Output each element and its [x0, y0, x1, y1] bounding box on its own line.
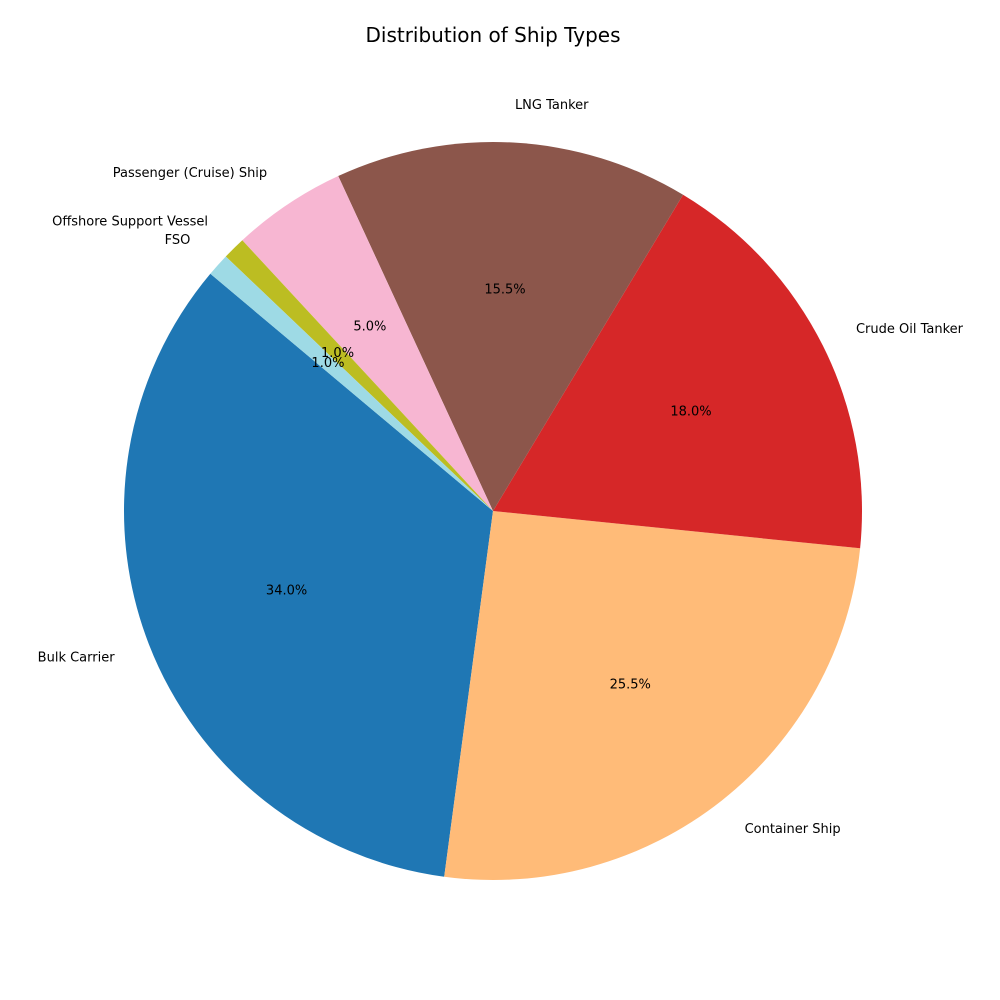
slice-label-passenger-cruise-ship: Passenger (Cruise) Ship: [113, 166, 267, 181]
pie-slice-container-ship: [444, 511, 861, 881]
pie-slice-crude-oil-tanker: [493, 194, 862, 549]
pie-labels: Bulk Carrier 34.0% Container Ship 25.5% Crud…: [38, 98, 964, 837]
slice-pct-offshore-support-vessel: 1.0%: [321, 346, 354, 361]
slice-label-container-ship: Container Ship: [745, 822, 841, 837]
slice-pct-container-ship: 25.5%: [610, 677, 651, 692]
slice-pct-fso: 1.0%: [311, 356, 344, 371]
slice-pct-bulk-carrier: 34.0%: [266, 584, 307, 599]
slice-label-bulk-carrier: Bulk Carrier: [38, 650, 116, 665]
slice-pct-lng-tanker: 15.5%: [484, 282, 525, 297]
pie-slice-passenger-cruise-ship: [242, 176, 493, 511]
pie-slice-fso: [210, 256, 493, 511]
pie-slice-offshore-support-vessel: [225, 240, 493, 511]
chart-title: Distribution of Ship Types: [365, 23, 620, 47]
slice-pct-crude-oil-tanker: 18.0%: [670, 404, 711, 419]
slice-label-crude-oil-tanker: Crude Oil Tanker: [856, 322, 964, 337]
slice-label-offshore-support-vessel: Offshore Support Vessel: [52, 214, 208, 229]
pie-slice-bulk-carrier: [123, 273, 494, 877]
pie-slice-lng-tanker: [338, 142, 684, 511]
slice-pct-passenger-cruise-ship: 5.0%: [353, 320, 386, 335]
slice-label-lng-tanker: LNG Tanker: [515, 98, 589, 113]
slice-label-fso: FSO: [165, 233, 191, 248]
pie-slices: [123, 142, 862, 881]
